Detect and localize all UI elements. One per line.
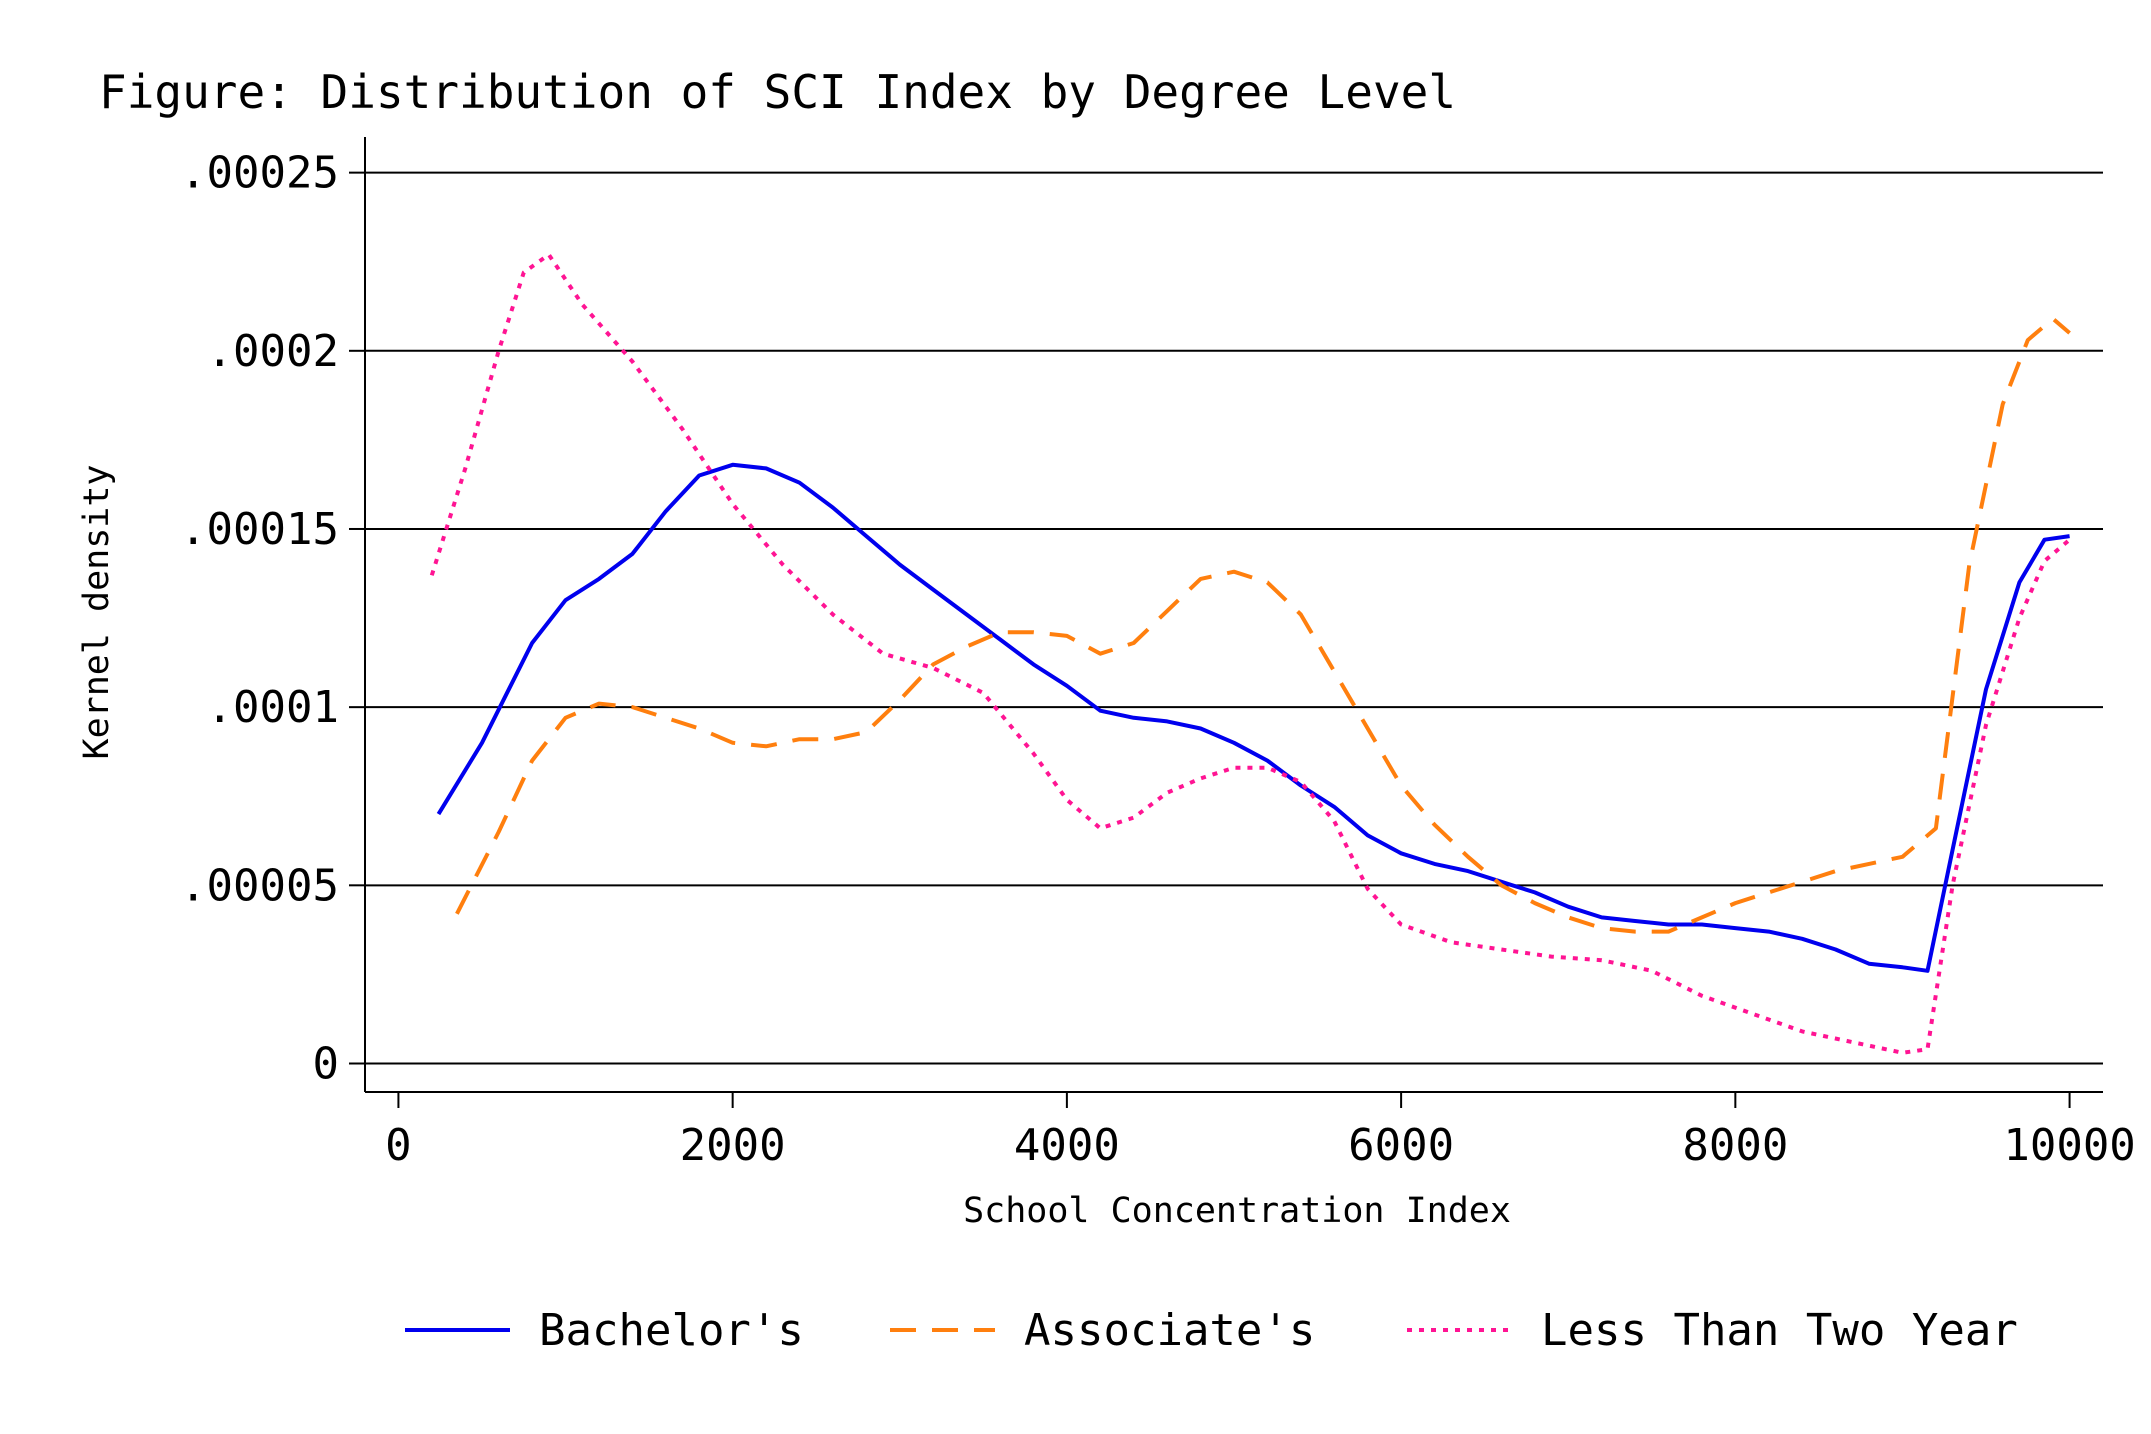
gridlines xyxy=(365,171,2103,1065)
legend-label-1: Bachelor's xyxy=(539,1305,804,1356)
y-tick-label: 0 xyxy=(313,1038,340,1089)
y-tick-label: .0002 xyxy=(207,326,339,377)
y-tick-label: .00025 xyxy=(180,148,339,199)
x-tick-label: 6000 xyxy=(1348,1120,1454,1171)
axes: 0 .00005 .0001 .00015 .0002 .00025 0 2000 4000 60… xyxy=(180,137,2136,1171)
x-tick-label: 8000 xyxy=(1682,1120,1788,1171)
y-tick-label: .0001 xyxy=(207,682,339,733)
y-tick-label: .00015 xyxy=(180,504,339,555)
x-tick-label: 0 xyxy=(385,1120,412,1171)
series-line-3 xyxy=(429,252,2071,1055)
legend-label-2: Associate's xyxy=(1024,1305,1315,1356)
series-lines xyxy=(429,252,2071,1055)
x-tick-label: 10000 xyxy=(2003,1120,2135,1171)
y-axis-label: Kernel density xyxy=(77,464,117,759)
x-tick-label: 2000 xyxy=(680,1120,786,1171)
chart-title: Figure: Distribution of SCI Index by Deg… xyxy=(99,65,1456,119)
x-tick-label: 4000 xyxy=(1014,1120,1120,1171)
series-line-2 xyxy=(455,316,2071,934)
legend-label-3: Less Than Two Year xyxy=(1541,1305,2018,1356)
y-tick-label: .00005 xyxy=(180,860,339,911)
x-axis-label: School Concentration Index xyxy=(963,1191,1511,1231)
legend: Bachelor's Associate's Less Than Two Year xyxy=(405,1305,2018,1356)
